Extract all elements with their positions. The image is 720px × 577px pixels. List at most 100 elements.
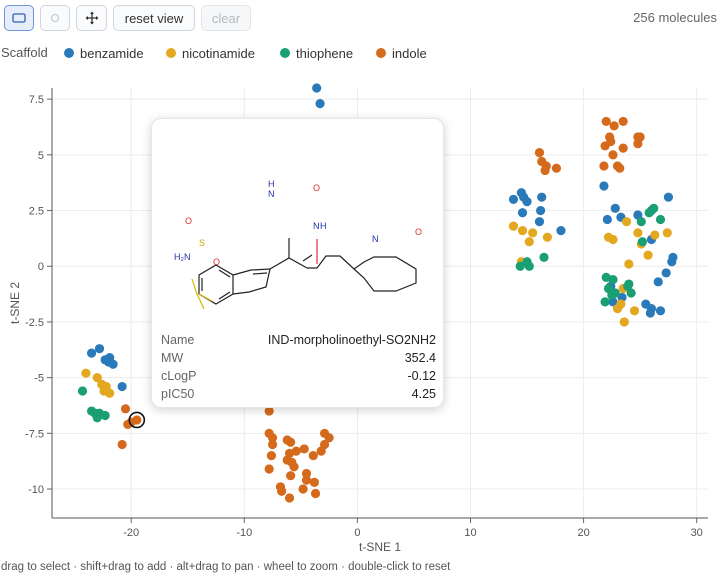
data-point-indole[interactable] <box>264 464 274 474</box>
data-point-indole[interactable] <box>264 406 274 416</box>
data-point-indole[interactable] <box>309 477 319 487</box>
data-point-indole[interactable] <box>324 433 334 443</box>
data-point-benzamide[interactable] <box>94 344 105 354</box>
data-point-indole[interactable] <box>308 451 318 461</box>
data-point-indole[interactable] <box>615 163 625 173</box>
data-point-indole[interactable] <box>286 471 296 481</box>
data-point-thiophene[interactable] <box>92 413 102 423</box>
data-point-nicotinamide[interactable] <box>81 368 91 378</box>
data-point-thiophene[interactable] <box>649 203 659 213</box>
data-point-nicotinamide[interactable] <box>524 237 534 247</box>
data-point-nicotinamide[interactable] <box>612 303 623 314</box>
data-point-indole[interactable] <box>284 493 295 503</box>
data-point-benzamide[interactable] <box>661 268 671 278</box>
data-point-indole[interactable] <box>299 444 309 454</box>
legend-item-thiophene[interactable]: thiophene <box>280 43 353 63</box>
rectangle-select-tool-button[interactable] <box>4 5 34 31</box>
data-point-indole[interactable] <box>633 139 643 149</box>
clear-selection-button[interactable]: clear <box>201 5 251 31</box>
data-point-indole[interactable] <box>609 121 619 131</box>
data-point-benzamide[interactable] <box>534 217 545 227</box>
pan-tool-button[interactable] <box>76 5 107 31</box>
data-point-thiophene[interactable] <box>77 386 88 396</box>
data-point-benzamide[interactable] <box>610 203 620 213</box>
data-point-indole[interactable] <box>267 439 278 450</box>
data-point-nicotinamide[interactable] <box>528 228 538 238</box>
data-point-thiophene[interactable] <box>610 288 620 298</box>
data-point-benzamide[interactable] <box>312 83 322 93</box>
data-point-indole[interactable] <box>599 161 609 171</box>
data-point-indole[interactable] <box>534 148 545 158</box>
data-point-indole[interactable] <box>282 455 292 465</box>
data-point-benzamide[interactable] <box>522 197 532 207</box>
data-point-indole[interactable] <box>132 415 142 425</box>
data-point-indole[interactable] <box>298 484 308 494</box>
data-point-nicotinamide[interactable] <box>650 230 660 240</box>
data-point-benzamide[interactable] <box>663 192 674 202</box>
data-point-indole[interactable] <box>618 143 628 153</box>
data-point-indole[interactable] <box>608 150 618 160</box>
legend-item-indole[interactable]: indole <box>376 43 427 63</box>
legend-item-benzamide[interactable]: benzamide <box>64 43 144 63</box>
data-point-thiophene[interactable] <box>626 288 636 298</box>
data-point-indole[interactable] <box>319 439 330 450</box>
data-point-indole[interactable] <box>310 488 321 499</box>
data-point-nicotinamide[interactable] <box>608 234 618 245</box>
data-point-benzamide[interactable] <box>537 192 547 202</box>
data-point-nicotinamide[interactable] <box>633 228 643 238</box>
data-point-indole[interactable] <box>267 433 278 443</box>
reset-view-button[interactable]: reset view <box>113 5 195 31</box>
data-point-thiophene[interactable] <box>524 261 534 271</box>
data-point-nicotinamide[interactable] <box>105 388 115 398</box>
data-point-nicotinamide[interactable] <box>92 373 102 383</box>
data-point-indole[interactable] <box>601 116 611 127</box>
data-point-thiophene[interactable] <box>100 410 110 421</box>
data-point-benzamide[interactable] <box>655 306 666 316</box>
data-point-benzamide[interactable] <box>117 381 127 392</box>
data-point-indole[interactable] <box>291 446 301 456</box>
data-point-thiophene[interactable] <box>637 237 648 247</box>
data-point-benzamide[interactable] <box>108 359 118 369</box>
data-point-benzamide[interactable] <box>508 194 519 204</box>
data-point-indole[interactable] <box>541 161 551 171</box>
legend-item-nicotinamide[interactable]: nicotinamide <box>166 43 255 63</box>
data-point-benzamide[interactable] <box>536 205 546 216</box>
data-point-nicotinamide[interactable] <box>508 221 519 231</box>
data-point-benzamide[interactable] <box>653 277 663 287</box>
data-point-nicotinamide[interactable] <box>621 217 632 227</box>
data-point-indole[interactable] <box>286 437 296 447</box>
data-point-nicotinamide[interactable] <box>619 317 629 327</box>
data-point-benzamide[interactable] <box>86 348 97 358</box>
data-point-indole[interactable] <box>266 451 277 461</box>
data-point-nicotinamide[interactable] <box>629 306 640 316</box>
data-point-nicotinamide[interactable] <box>624 259 634 269</box>
data-point-benzamide[interactable] <box>645 308 655 318</box>
lasso-tool-button[interactable] <box>40 5 70 31</box>
data-point-thiophene[interactable] <box>600 297 610 307</box>
data-point-thiophene[interactable] <box>608 275 618 285</box>
data-point-benzamide[interactable] <box>556 225 566 236</box>
data-point-thiophene[interactable] <box>539 252 549 262</box>
data-point-nicotinamide[interactable] <box>643 250 653 260</box>
data-point-benzamide[interactable] <box>602 214 612 225</box>
data-point-indole[interactable] <box>301 475 312 485</box>
data-point-indole[interactable] <box>301 468 312 479</box>
data-point-indole[interactable] <box>618 116 628 127</box>
data-point-indole[interactable] <box>289 462 299 472</box>
data-point-indole[interactable] <box>120 404 131 414</box>
data-point-thiophene[interactable] <box>655 214 666 225</box>
data-point-benzamide[interactable] <box>315 98 325 109</box>
data-point-indole[interactable] <box>600 141 610 151</box>
atom-label: H <box>268 179 275 189</box>
data-point-nicotinamide[interactable] <box>517 225 528 236</box>
data-point-benzamide[interactable] <box>668 252 678 262</box>
data-point-thiophene[interactable] <box>515 261 525 271</box>
data-point-nicotinamide[interactable] <box>542 232 552 242</box>
data-point-thiophene[interactable] <box>636 217 646 227</box>
data-point-benzamide[interactable] <box>599 181 609 191</box>
data-point-benzamide[interactable] <box>517 208 528 218</box>
data-point-indole[interactable] <box>117 439 127 450</box>
data-point-nicotinamide[interactable] <box>662 228 672 238</box>
data-point-indole[interactable] <box>551 163 562 173</box>
data-point-indole[interactable] <box>277 486 287 496</box>
